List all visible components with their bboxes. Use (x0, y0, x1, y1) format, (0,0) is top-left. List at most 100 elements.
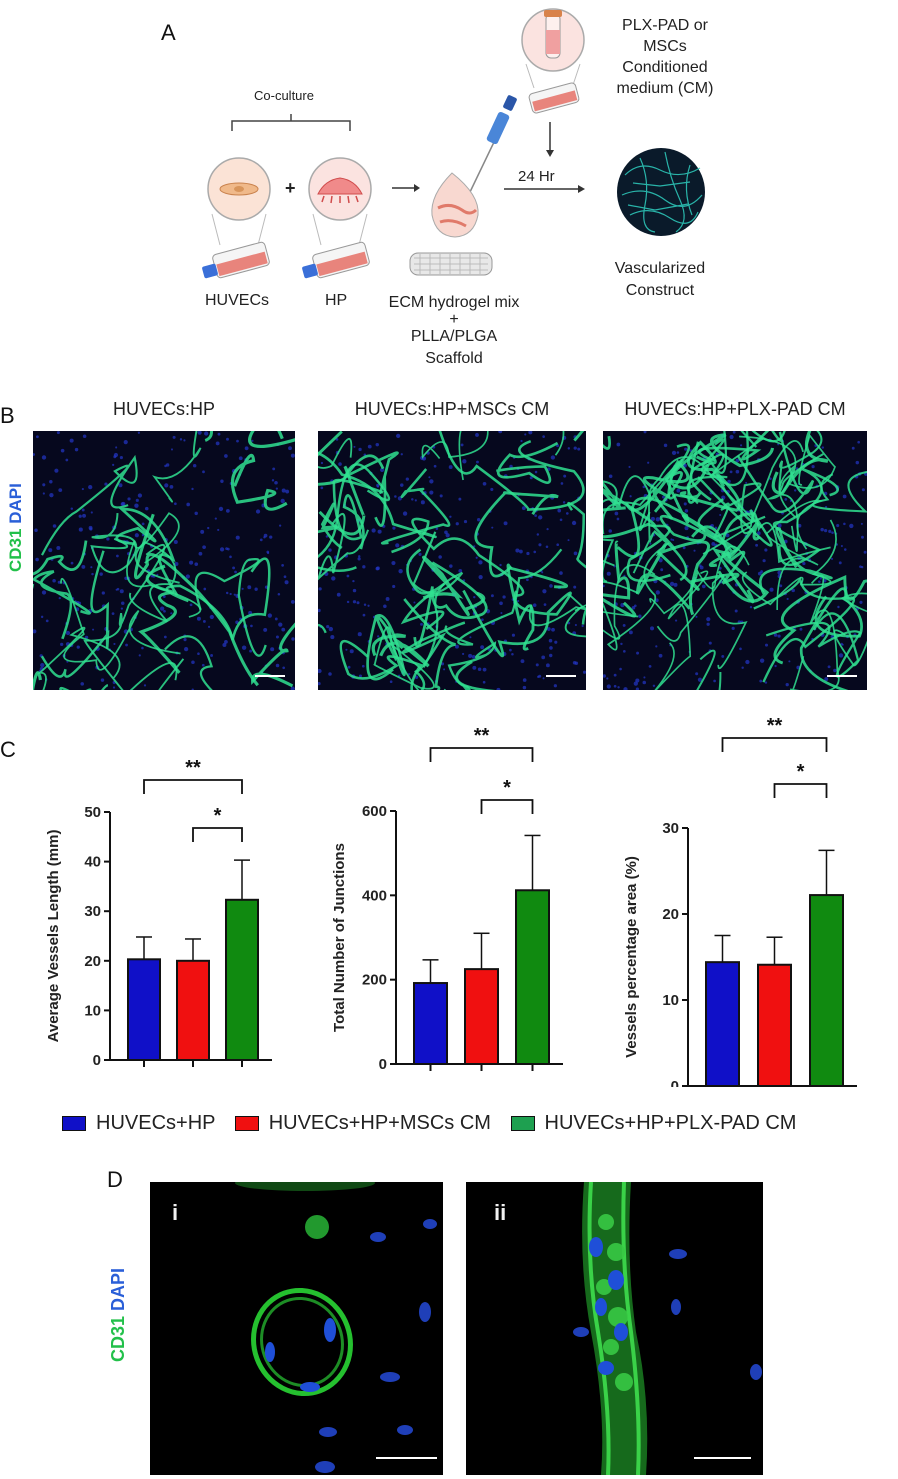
micrograph-huvecs-hp (33, 431, 295, 690)
y-tick-label: 10 (84, 1002, 101, 1019)
legend-item-2: HUVECs+HP+MSCs CM (234, 1112, 491, 1134)
ecm-line-4: Scaffold (425, 350, 483, 367)
label-i: i (172, 1200, 179, 1225)
scaffold-icon (409, 252, 493, 276)
y-axis-label: Total Number of Junctions (331, 843, 348, 1032)
significance-bracket (480, 799, 534, 814)
cm-line-1: PLX-PAD or (622, 17, 708, 34)
cm-line-2: MSCs (643, 38, 687, 55)
micrograph-plx-pad-cm (603, 431, 867, 690)
y-tick-label: 10 (662, 992, 679, 1009)
stain-dapi: DAPI (6, 483, 25, 524)
bar (413, 982, 448, 1066)
image-title-1: HUVECs:HP (112, 399, 215, 419)
huvecs-cell-icon (207, 157, 271, 246)
y-tick-label: 20 (662, 906, 679, 923)
y-tick-label: 20 (84, 953, 101, 970)
stain-cd31: CD31 (6, 528, 25, 572)
construct-line-2: Construct (625, 282, 695, 299)
vascularized-construct-icon (617, 148, 705, 236)
legend-label-1: HUVECs+HP (96, 1112, 216, 1134)
ecm-line-1: ECM hydrogel mix (388, 294, 520, 311)
y-tick-label: 30 (662, 820, 679, 837)
cm-tube-icon (521, 8, 585, 89)
cm-line-4: medium (CM) (616, 80, 714, 97)
panel-label-a: A (161, 20, 176, 45)
y-axis-label: Average Vessels Length (mm) (45, 830, 62, 1043)
significance-bracket (192, 827, 243, 842)
y-tick-label: 0 (379, 1056, 387, 1073)
bar (515, 889, 550, 1065)
pipette-icon (469, 95, 517, 193)
co-culture-bracket (231, 114, 351, 131)
legend-swatch-red (234, 1116, 259, 1132)
bar (176, 959, 210, 1061)
significance-bracket (429, 747, 534, 762)
legend-swatch-green (510, 1116, 535, 1132)
legend-swatch-blue (62, 1116, 86, 1132)
label-ii: ii (494, 1200, 507, 1225)
micrograph-msc-cm (318, 431, 586, 690)
co-culture-label: Co-culture (254, 88, 314, 103)
significance-label: * (503, 777, 511, 799)
significance-label: * (214, 805, 222, 827)
bar (757, 963, 792, 1087)
panel-label-d: D (107, 1167, 123, 1192)
significance-label: ** (767, 715, 783, 737)
ecm-line-2: + (449, 311, 459, 328)
significance-bracket (773, 783, 828, 798)
image-title-3: HUVECs:HP+PLX-PAD CM (624, 399, 846, 419)
cm-line-3: Conditioned (622, 59, 708, 76)
huvecs-flask-icon (202, 241, 270, 279)
y-tick-label: 600 (362, 803, 387, 820)
bar (225, 898, 259, 1061)
y-tick-label: 50 (84, 804, 101, 821)
y-tick-label: 200 (362, 972, 387, 989)
panel-label-c: C (0, 737, 16, 762)
legend-label-3: HUVECs+HP+PLX-PAD CM (544, 1112, 797, 1134)
ecm-drop-icon (431, 172, 479, 238)
construct-label: Vascularized Construct (595, 258, 725, 302)
legend-item-3: HUVECs+HP+PLX-PAD CM (510, 1112, 797, 1134)
huvecs-label: HUVECs (205, 292, 270, 309)
micrograph-d-i: i (150, 1182, 443, 1475)
bar (705, 961, 740, 1087)
y-tick-label: 0 (93, 1052, 101, 1069)
legend-label-2: HUVECs+HP+MSCs CM (268, 1112, 491, 1134)
y-tick-label: 30 (84, 903, 101, 920)
bar (464, 968, 499, 1065)
y-tick-label: 40 (84, 854, 101, 871)
y-tick-label: 0 (671, 1078, 679, 1087)
plus-sign: + (285, 178, 296, 198)
stain-dapi-d: DAPI (108, 1267, 128, 1311)
chart-vessel-length: Average Vessels Length (mm)01020304050**… (45, 757, 272, 1069)
cm-label: PLX-PAD or MSCs Conditioned medium (CM) (600, 15, 730, 99)
stain-label-b: CD31 DAPI (6, 483, 26, 572)
ecm-line-3: PLLA/PLGA (410, 328, 498, 345)
panel-label-b: B (0, 403, 15, 428)
cm-flask-icon (528, 82, 580, 114)
significance-label: ** (474, 725, 490, 747)
hp-label: HP (325, 292, 348, 309)
bar (809, 894, 844, 1087)
hp-cell-icon (308, 157, 372, 246)
significance-bracket (143, 779, 243, 794)
bar (127, 958, 161, 1061)
hp-flask-icon (302, 241, 370, 279)
legend-item-1: HUVECs+HP (62, 1112, 215, 1134)
significance-bracket (721, 737, 828, 752)
micrograph-d-ii: ii (466, 1182, 763, 1475)
stain-cd31-d: CD31 (108, 1315, 128, 1362)
construct-line-1: Vascularized (614, 260, 706, 277)
image-title-2: HUVECs:HP+MSCs CM (354, 399, 550, 419)
stain-label-d: CD31 DAPI (108, 1268, 129, 1362)
significance-label: * (797, 761, 805, 783)
y-axis-label: Vessels percentage area (%) (623, 856, 640, 1058)
legend: HUVECs+HP HUVECs+HP+MSCs CM HUVECs+HP+PL… (62, 1112, 796, 1135)
y-tick-label: 400 (362, 887, 387, 904)
significance-label: ** (185, 757, 201, 779)
time-label: 24 Hr (518, 168, 555, 185)
ecm-scaffold-label: ECM hydrogel mix + PLLA/PLGA Scaffold (374, 292, 534, 370)
